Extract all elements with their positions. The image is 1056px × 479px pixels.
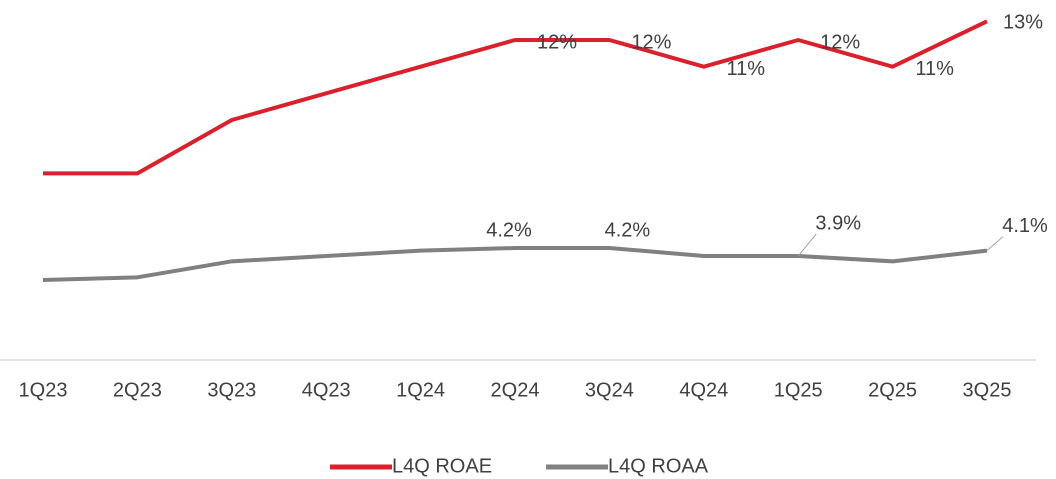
x-tick-label: 3Q24	[585, 379, 634, 401]
data-label: 11%	[727, 58, 766, 80]
data-label: 3.9%	[815, 212, 861, 234]
x-tick-label: 1Q24	[396, 379, 445, 401]
x-tick-label: 2Q24	[491, 379, 540, 401]
x-tick-label: 3Q23	[207, 379, 256, 401]
leader-line	[797, 233, 817, 257]
data-label: 12%	[820, 31, 860, 53]
data-label: 11%	[915, 58, 954, 80]
legend-label: L4Q ROAE	[392, 455, 492, 477]
legend-label: L4Q ROAA	[608, 455, 709, 477]
x-tick-label: 1Q23	[19, 379, 68, 401]
x-tick-label: 3Q25	[963, 379, 1012, 401]
data-label: 4.2%	[605, 219, 651, 241]
data-label: 12%	[631, 31, 671, 53]
series-line	[42, 246, 988, 282]
leader-line	[986, 236, 1004, 252]
x-tick-label: 2Q23	[113, 379, 162, 401]
data-label: 12%	[537, 31, 577, 53]
data-label: 4.1%	[1002, 215, 1048, 237]
x-tick-label: 2Q25	[868, 379, 917, 401]
x-tick-label: 4Q23	[302, 379, 351, 401]
x-tick-label: 4Q24	[679, 379, 728, 401]
x-tick-label: 1Q25	[774, 379, 823, 401]
data-label: 13%	[1003, 12, 1043, 34]
data-label: 4.2%	[486, 219, 532, 241]
series-line	[43, 19, 988, 176]
